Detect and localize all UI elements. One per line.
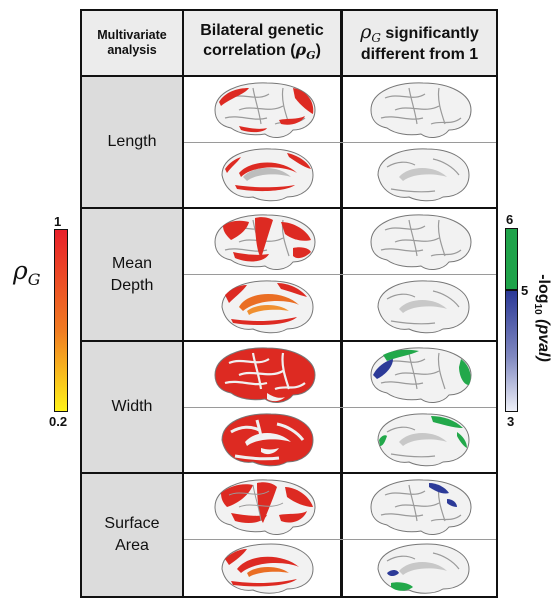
brain-width-lateral-correlation <box>214 347 316 403</box>
brain-depth-lateral-correlation <box>214 214 316 270</box>
grid-vline-1 <box>182 9 184 598</box>
brain-length-medial-correlation <box>221 148 314 202</box>
subrow-line-3 <box>184 407 496 408</box>
grid-hline-1 <box>80 207 498 209</box>
right-colorbar-min-label: 3 <box>507 414 515 429</box>
header-bilateral-genetic-correlation: Bilateral genetic correlation (ρG) <box>184 11 340 75</box>
left-colorbar-min-label: 0.2 <box>49 414 68 429</box>
grid-hline-3 <box>80 472 498 474</box>
row-label-length: Length <box>82 77 182 207</box>
brain-length-medial-significance <box>377 148 470 202</box>
brain-length-lateral-significance <box>370 82 472 138</box>
row-label-width: Width <box>82 342 182 472</box>
brain-width-medial-correlation <box>221 413 314 467</box>
brain-area-lateral-significance <box>370 479 472 535</box>
brain-width-lateral-significance <box>370 347 472 403</box>
right-colorbar-max-label: 6 <box>506 212 514 227</box>
grid-hline-header <box>80 75 498 77</box>
right-colorbar <box>505 228 518 412</box>
left-colorbar <box>54 229 68 412</box>
subrow-line-4 <box>184 539 496 540</box>
header-significantly-different: ρG significantly different from 1 <box>343 11 496 75</box>
brain-area-lateral-correlation <box>214 479 316 535</box>
header-multivariate-analysis: Multivariate analysis <box>82 11 182 75</box>
brain-area-medial-correlation <box>221 543 314 594</box>
right-colorbar-mid-label: 5 <box>521 283 529 298</box>
left-colorbar-max-label: 1 <box>54 214 62 229</box>
brain-depth-lateral-significance <box>370 214 472 270</box>
brain-width-medial-significance <box>377 413 470 467</box>
figure-table <box>80 9 498 598</box>
subrow-line-1 <box>184 142 496 143</box>
brain-length-lateral-correlation <box>214 82 316 138</box>
grid-vline-2 <box>340 9 343 598</box>
grid-hline-2 <box>80 340 498 342</box>
row-label-mean-depth: Mean Depth <box>82 209 182 340</box>
subrow-line-2 <box>184 274 496 275</box>
brain-area-medial-significance <box>377 543 470 594</box>
row-label-surface-area: Surface Area <box>82 474 182 596</box>
brain-depth-medial-correlation <box>221 280 314 334</box>
right-colorbar-threshold-mark <box>505 289 518 291</box>
left-colorbar-symbol: ρG <box>13 256 41 289</box>
brain-depth-medial-significance <box>377 280 470 334</box>
